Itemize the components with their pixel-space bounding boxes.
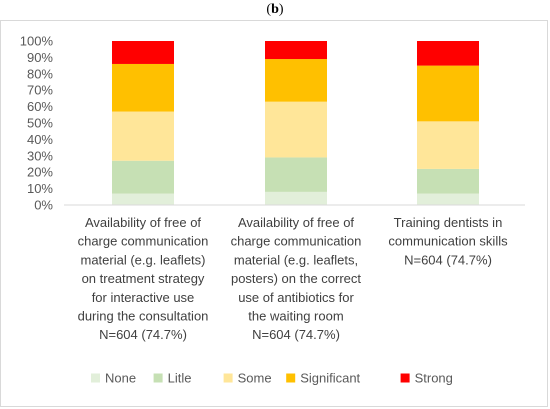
category-label: Availability of free of charge communicat… <box>231 215 362 342</box>
bar-segment-litle <box>112 160 174 194</box>
bar-segment-some <box>112 111 174 161</box>
bar-segment-significant <box>265 59 327 102</box>
y-tick-label: 100% <box>20 34 54 49</box>
y-tick-label: 40% <box>27 132 53 147</box>
category-label: Availability of free of charge communicat… <box>78 215 209 342</box>
bar-segment-significant <box>417 65 479 122</box>
bar-segment-strong <box>417 41 479 66</box>
bar-segment-none <box>112 193 174 205</box>
y-tick-label: 50% <box>27 116 53 131</box>
bar-segment-litle <box>265 157 327 192</box>
legend-swatch <box>223 373 233 383</box>
bar-segment-strong <box>265 41 327 60</box>
legend-label: Strong <box>415 371 453 386</box>
legend-label: None <box>105 371 136 386</box>
legend-swatch <box>286 373 296 383</box>
legend-swatch <box>153 373 163 383</box>
legend-swatch <box>400 373 410 383</box>
legend: None Litle Some Significant Strong <box>91 371 453 386</box>
legend-item: Some <box>223 371 272 386</box>
y-tick-label: 10% <box>27 181 53 196</box>
legend-swatch <box>91 373 100 383</box>
bar-segment-litle <box>417 168 479 194</box>
bar-segment-some <box>265 101 327 158</box>
legend-label: Some <box>238 371 272 386</box>
legend-item: Significant <box>286 371 361 386</box>
legend-item: None <box>91 371 136 386</box>
bars <box>112 41 479 205</box>
x-axis-labels: Availability of free of charge communicat… <box>78 215 509 342</box>
legend-label: Litle <box>168 371 192 386</box>
panel-label: (b) <box>266 2 284 17</box>
y-tick-label: 30% <box>27 148 53 163</box>
y-tick-label: 60% <box>27 99 53 114</box>
y-tick-label: 80% <box>27 66 53 81</box>
chart-frame <box>0 20 548 407</box>
legend-label: Significant <box>300 371 360 386</box>
bar-segment-significant <box>112 63 174 112</box>
category-label: Training dentists in communication skills… <box>388 215 508 267</box>
legend-item: Litle <box>153 371 192 386</box>
y-tick-label: 20% <box>27 165 53 180</box>
bar-segment-none <box>265 191 327 205</box>
bar-segment-none <box>417 193 479 205</box>
y-tick-label: 70% <box>27 83 53 98</box>
bar-segment-strong <box>112 41 174 64</box>
panel-letter: b <box>271 2 279 17</box>
y-axis: 0% 10%20% 30%40%50% 60%70% 80%90%100% <box>20 34 54 213</box>
y-tick-label: 90% <box>27 50 53 65</box>
bar-segment-some <box>417 121 479 169</box>
legend-item: Strong <box>400 371 453 386</box>
y-tick-label: 0% <box>34 198 53 213</box>
